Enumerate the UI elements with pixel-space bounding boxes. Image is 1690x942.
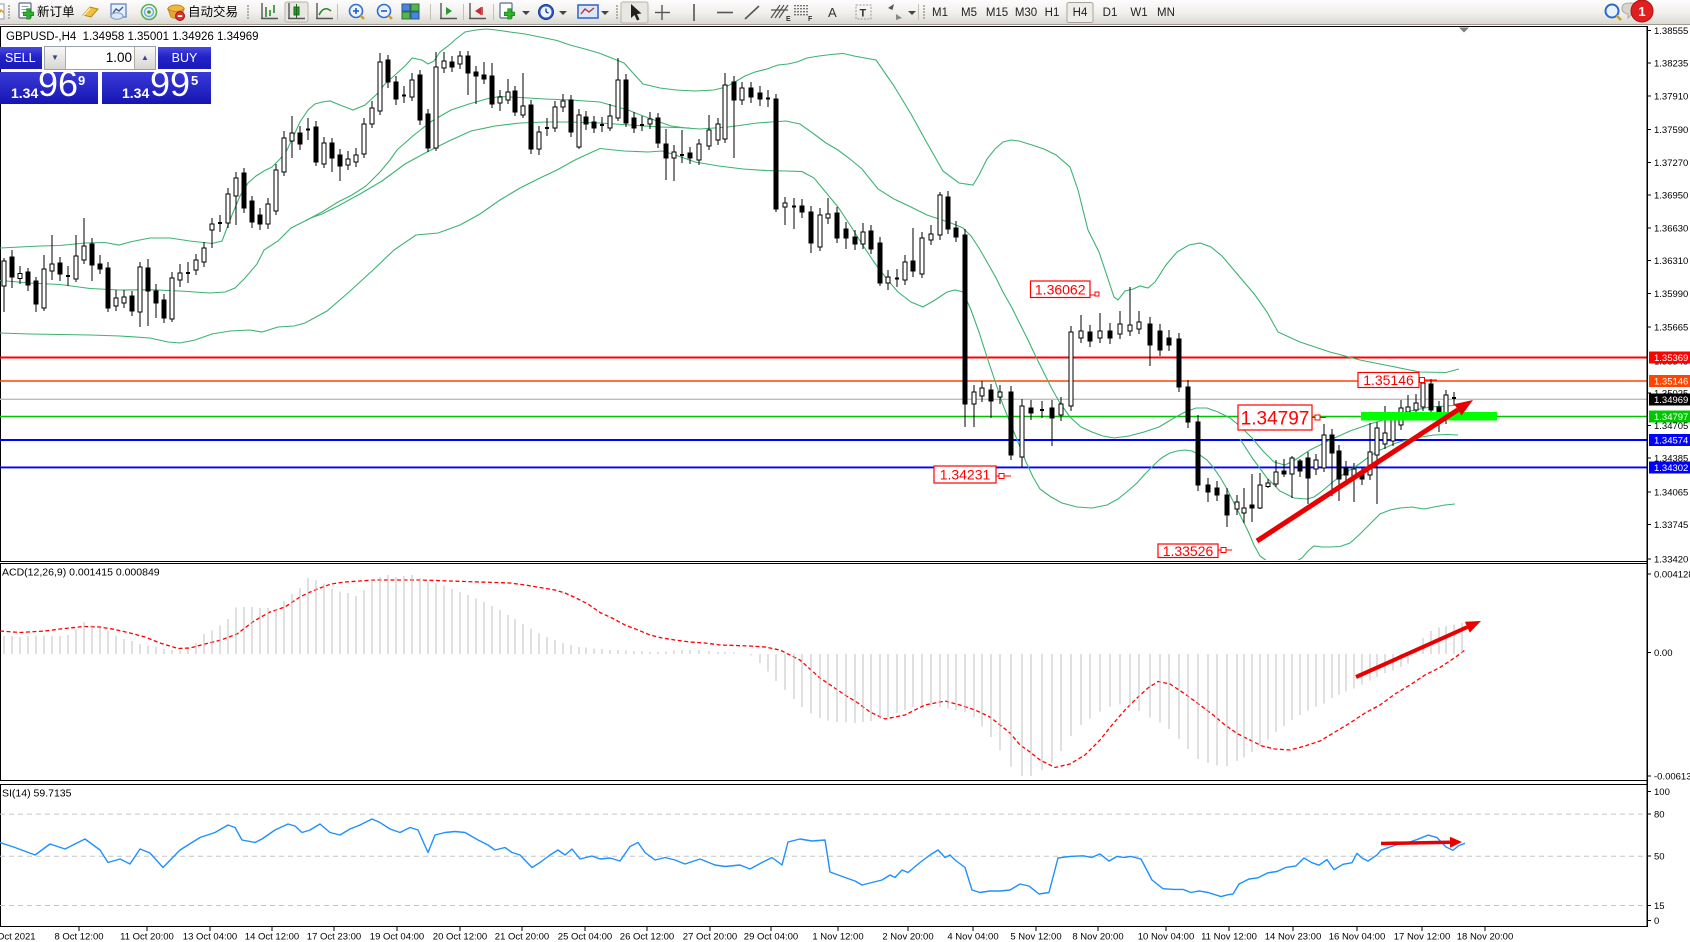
svg-text:21 Oct 20:00: 21 Oct 20:00 bbox=[495, 932, 549, 942]
svg-text:SI(14) 59.7135: SI(14) 59.7135 bbox=[2, 788, 72, 800]
svg-text:1.34302: 1.34302 bbox=[1654, 463, 1688, 474]
svg-text:1 Nov 12:00: 1 Nov 12:00 bbox=[812, 932, 863, 942]
svg-text:100: 100 bbox=[1654, 787, 1670, 798]
svg-text:M30: M30 bbox=[1015, 7, 1037, 19]
svg-text:20 Oct 12:00: 20 Oct 12:00 bbox=[433, 932, 487, 942]
svg-text:Oct 2021: Oct 2021 bbox=[0, 932, 36, 942]
svg-text:M5: M5 bbox=[961, 7, 977, 19]
svg-text:1.35990: 1.35990 bbox=[1654, 289, 1688, 300]
svg-text:18 Nov 20:00: 18 Nov 20:00 bbox=[1457, 932, 1514, 942]
svg-text:1.36310: 1.36310 bbox=[1654, 256, 1688, 267]
svg-text:1.37270: 1.37270 bbox=[1654, 158, 1688, 169]
svg-text:27 Oct 20:00: 27 Oct 20:00 bbox=[683, 932, 737, 942]
svg-text:15: 15 bbox=[1654, 901, 1665, 912]
svg-text:0.00: 0.00 bbox=[1654, 648, 1673, 659]
svg-text:W1: W1 bbox=[1130, 7, 1147, 19]
svg-text:F: F bbox=[808, 16, 813, 23]
svg-text:4 Nov 04:00: 4 Nov 04:00 bbox=[947, 932, 998, 942]
svg-text:80: 80 bbox=[1654, 810, 1665, 821]
svg-text:D1: D1 bbox=[1103, 7, 1118, 19]
svg-text:1.36630: 1.36630 bbox=[1654, 224, 1688, 235]
svg-text:E: E bbox=[786, 16, 791, 23]
svg-text:0: 0 bbox=[1654, 916, 1659, 927]
svg-text:1.34969: 1.34969 bbox=[1654, 395, 1688, 406]
svg-text:1.37590: 1.37590 bbox=[1654, 125, 1688, 136]
svg-text:A: A bbox=[828, 5, 837, 20]
svg-text:17 Nov 12:00: 17 Nov 12:00 bbox=[1394, 932, 1451, 942]
svg-text:1.34574: 1.34574 bbox=[1654, 435, 1688, 446]
svg-text:11 Nov 12:00: 11 Nov 12:00 bbox=[1201, 932, 1257, 942]
svg-text:8 Oct 12:00: 8 Oct 12:00 bbox=[54, 932, 103, 942]
svg-text:1.33745: 1.33745 bbox=[1654, 520, 1688, 531]
svg-text:1.34065: 1.34065 bbox=[1654, 488, 1688, 499]
svg-text:0.004128: 0.004128 bbox=[1654, 570, 1690, 581]
svg-text:自动交易: 自动交易 bbox=[188, 4, 238, 19]
svg-text:8 Nov 20:00: 8 Nov 20:00 bbox=[1072, 932, 1123, 942]
svg-text:ACD(12,26,9) 0.001415 0.000849: ACD(12,26,9) 0.001415 0.000849 bbox=[2, 567, 160, 579]
svg-text:17 Oct 23:00: 17 Oct 23:00 bbox=[307, 932, 361, 942]
svg-text:1.36062: 1.36062 bbox=[1035, 281, 1086, 297]
svg-text:1: 1 bbox=[1638, 4, 1645, 19]
svg-text:1.34705: 1.34705 bbox=[1654, 421, 1688, 432]
svg-text:1.33526: 1.33526 bbox=[1163, 543, 1214, 559]
svg-text:MN: MN bbox=[1157, 7, 1175, 19]
svg-text:50: 50 bbox=[1654, 852, 1665, 863]
svg-text:2 Nov 20:00: 2 Nov 20:00 bbox=[882, 932, 933, 942]
svg-text:25 Oct 04:00: 25 Oct 04:00 bbox=[558, 932, 612, 942]
svg-text:14 Nov 23:00: 14 Nov 23:00 bbox=[1265, 932, 1322, 942]
svg-text:H4: H4 bbox=[1073, 7, 1088, 19]
svg-text:1.35665: 1.35665 bbox=[1654, 323, 1688, 334]
svg-text:1.38555: 1.38555 bbox=[1654, 26, 1688, 37]
svg-text:1.37910: 1.37910 bbox=[1654, 92, 1688, 103]
svg-text:16 Nov 04:00: 16 Nov 04:00 bbox=[1329, 932, 1386, 942]
svg-text:-0.006132: -0.006132 bbox=[1654, 772, 1690, 783]
svg-text:1.34231: 1.34231 bbox=[940, 467, 991, 483]
svg-text:T: T bbox=[860, 8, 867, 20]
svg-text:1.36950: 1.36950 bbox=[1654, 191, 1688, 202]
svg-text:13 Oct 04:00: 13 Oct 04:00 bbox=[183, 932, 237, 942]
svg-text:新订单: 新订单 bbox=[37, 4, 75, 19]
svg-text:M1: M1 bbox=[932, 7, 948, 19]
svg-text:1.35146: 1.35146 bbox=[1363, 372, 1414, 388]
svg-text:M15: M15 bbox=[986, 7, 1008, 19]
svg-text:29 Oct 04:00: 29 Oct 04:00 bbox=[744, 932, 798, 942]
svg-text:1.35146: 1.35146 bbox=[1654, 377, 1688, 388]
svg-text:1.34797: 1.34797 bbox=[1654, 412, 1688, 423]
svg-text:1.33420: 1.33420 bbox=[1654, 555, 1688, 566]
svg-text:1.34385: 1.34385 bbox=[1654, 454, 1688, 465]
svg-text:19 Oct 04:00: 19 Oct 04:00 bbox=[370, 932, 424, 942]
svg-text:14 Oct 12:00: 14 Oct 12:00 bbox=[245, 932, 299, 942]
svg-text:10 Nov 04:00: 10 Nov 04:00 bbox=[1138, 932, 1195, 942]
svg-text:1.35369: 1.35369 bbox=[1654, 353, 1688, 364]
svg-text:5 Nov 12:00: 5 Nov 12:00 bbox=[1010, 932, 1061, 942]
svg-text:1.34797: 1.34797 bbox=[1241, 408, 1310, 429]
svg-text:H1: H1 bbox=[1045, 7, 1060, 19]
svg-text:26 Oct 12:00: 26 Oct 12:00 bbox=[620, 932, 674, 942]
svg-text:1.38235: 1.38235 bbox=[1654, 59, 1688, 70]
svg-text:11 Oct 20:00: 11 Oct 20:00 bbox=[120, 932, 174, 942]
